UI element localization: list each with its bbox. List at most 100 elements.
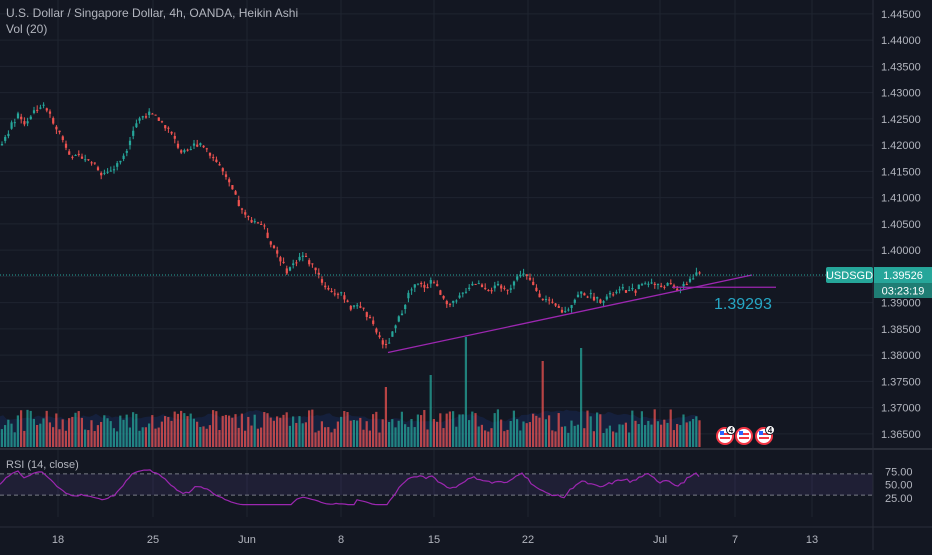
candle-body[interactable] (336, 293, 340, 295)
candle-body[interactable] (192, 143, 196, 146)
candle-body[interactable] (592, 296, 596, 301)
candle-body[interactable] (20, 116, 23, 120)
price-pane[interactable]: 1.39293 4 4 (0, 102, 873, 445)
candle-body[interactable] (148, 111, 151, 116)
time-axis-label[interactable]: 13 (806, 534, 818, 546)
candle-body[interactable] (663, 286, 666, 288)
candle-body[interactable] (231, 185, 234, 190)
candle-body[interactable] (624, 290, 628, 293)
candle-body[interactable] (541, 298, 544, 300)
candle-body[interactable] (320, 279, 324, 283)
candle-body[interactable] (279, 257, 282, 262)
candle-body[interactable] (253, 221, 256, 223)
candle-body[interactable] (68, 151, 71, 155)
candle-body[interactable] (676, 288, 679, 291)
candle-body[interactable] (39, 107, 42, 109)
candle-body[interactable] (340, 292, 343, 294)
candle-body[interactable] (637, 284, 640, 290)
candle-body[interactable] (106, 171, 109, 173)
candle-body[interactable] (308, 260, 311, 265)
candle-body[interactable] (36, 109, 39, 111)
candle-body[interactable] (183, 150, 186, 153)
candle-body[interactable] (404, 304, 407, 310)
candle-body[interactable] (692, 278, 695, 280)
candle-body[interactable] (461, 292, 464, 294)
candle-body[interactable] (218, 164, 221, 166)
candle-body[interactable] (570, 305, 573, 309)
candle-body[interactable] (250, 219, 253, 223)
candle-body[interactable] (7, 133, 10, 137)
candle-body[interactable] (468, 287, 471, 290)
candle-body[interactable] (384, 343, 388, 345)
candle-body[interactable] (80, 156, 84, 159)
candle-body[interactable] (96, 167, 100, 171)
candle-body[interactable] (215, 159, 218, 163)
candle-body[interactable] (13, 122, 16, 124)
candle-body[interactable] (144, 116, 148, 118)
candle-body[interactable] (333, 293, 336, 295)
candle-body[interactable] (381, 340, 384, 345)
candle-body[interactable] (394, 325, 397, 329)
candle-body[interactable] (58, 130, 61, 133)
candle-body[interactable] (122, 155, 125, 160)
candle-body[interactable] (84, 159, 87, 161)
candle-body[interactable] (228, 179, 231, 183)
candle-body[interactable] (205, 148, 208, 150)
candle-body[interactable] (112, 169, 116, 171)
candle-body[interactable] (682, 283, 685, 287)
candle-body[interactable] (512, 281, 516, 286)
time-axis-label[interactable]: 25 (147, 534, 159, 546)
candle-body[interactable] (669, 283, 672, 285)
candle-body[interactable] (656, 284, 660, 286)
candle-body[interactable] (445, 301, 448, 305)
candle-body[interactable] (589, 293, 592, 295)
chart-title[interactable]: U.S. Dollar / Singapore Dollar, 4h, OAND… (6, 6, 299, 20)
candle-body[interactable] (256, 222, 260, 224)
level-annotation[interactable]: 1.39293 (714, 296, 772, 313)
candle-body[interactable] (618, 289, 621, 291)
candle-body[interactable] (237, 200, 240, 207)
candle-body[interactable] (189, 148, 192, 150)
candle-body[interactable] (244, 212, 247, 215)
candle-body[interactable] (586, 296, 589, 298)
candle-body[interactable] (474, 283, 477, 285)
candle-body[interactable] (439, 290, 442, 295)
candle-body[interactable] (32, 110, 36, 113)
candle-body[interactable] (560, 309, 564, 313)
time-axis-label[interactable]: 22 (522, 534, 534, 546)
candle-body[interactable] (538, 293, 541, 298)
candle-body[interactable] (324, 285, 327, 288)
candle-body[interactable] (266, 232, 269, 238)
candle-body[interactable] (10, 122, 13, 129)
candle-body[interactable] (436, 284, 439, 287)
candle-body[interactable] (138, 118, 141, 121)
candle-body[interactable] (490, 290, 493, 292)
candle-body[interactable] (29, 116, 32, 120)
candle-body[interactable] (567, 309, 570, 311)
candle-body[interactable] (493, 285, 496, 289)
trendline-support[interactable] (387, 274, 753, 354)
candle-body[interactable] (52, 118, 55, 124)
candle-body[interactable] (343, 295, 346, 300)
candle-body[interactable] (151, 113, 154, 115)
candle-body[interactable] (644, 283, 647, 285)
candle-body[interactable] (413, 284, 416, 288)
candle-body[interactable] (458, 295, 461, 298)
candle-body[interactable] (496, 283, 500, 286)
candle-body[interactable] (42, 104, 45, 106)
candle-body[interactable] (509, 288, 512, 290)
candle-body[interactable] (132, 130, 135, 136)
candle-body[interactable] (247, 216, 250, 218)
candle-body[interactable] (599, 299, 602, 303)
candle-body[interactable] (477, 283, 480, 285)
candle-body[interactable] (362, 307, 365, 309)
candle-body[interactable] (298, 256, 301, 261)
candle-body[interactable] (90, 162, 93, 164)
candle-body[interactable] (263, 225, 266, 227)
candle-body[interactable] (407, 292, 410, 299)
candle-body[interactable] (4, 136, 7, 141)
candle-body[interactable] (378, 335, 381, 338)
candle-body[interactable] (660, 285, 663, 288)
candle-body[interactable] (269, 241, 272, 245)
